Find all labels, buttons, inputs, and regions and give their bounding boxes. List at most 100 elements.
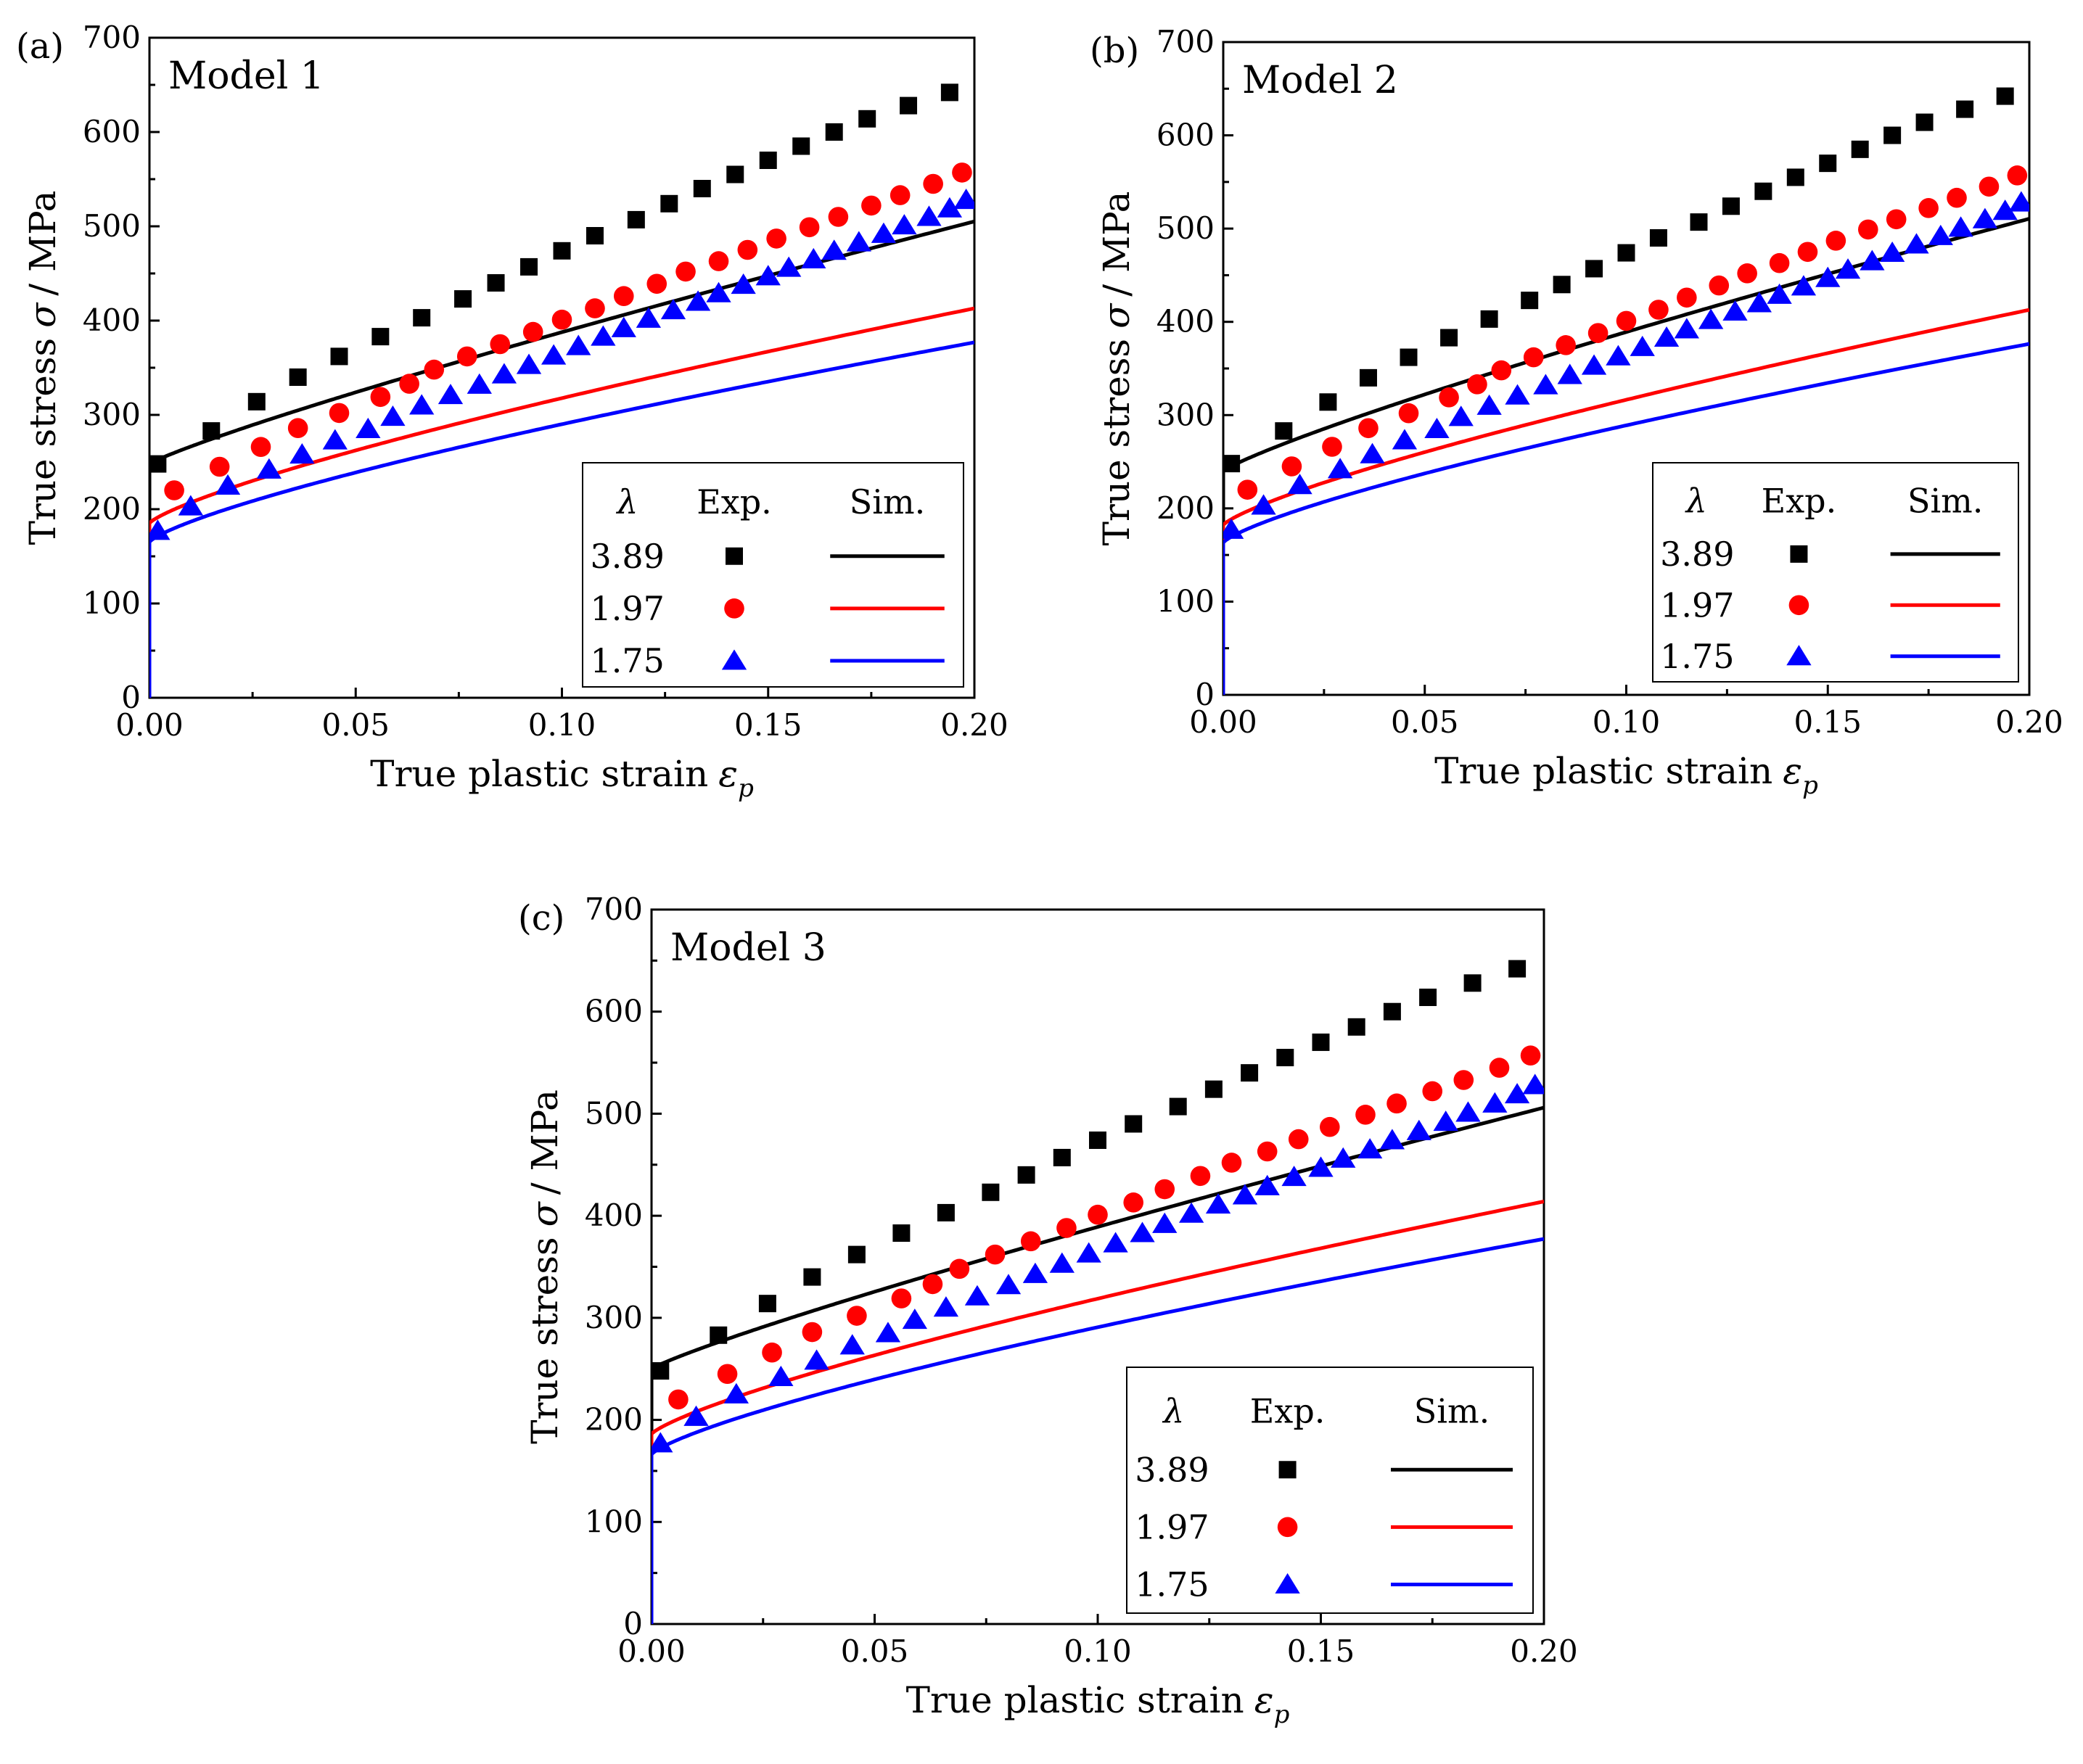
marker-square <box>1480 310 1498 328</box>
legend-box <box>1126 1367 1534 1614</box>
marker-circle <box>766 228 786 249</box>
x-axis-title-text: True plastic strain <box>1434 750 1772 792</box>
marker-square <box>1690 213 1708 231</box>
marker-square <box>759 152 777 169</box>
marker-circle <box>164 480 184 500</box>
y-tick-label: 200 <box>83 491 141 527</box>
marker-circle <box>891 1288 912 1308</box>
marker-triangle <box>1152 1212 1178 1233</box>
marker-square <box>1617 244 1635 262</box>
marker-circle <box>799 217 820 238</box>
y-axis-title-text: True stress <box>22 338 64 545</box>
x-tick-label: 0.00 <box>1189 704 1257 740</box>
x-tick-label: 0.05 <box>1391 704 1459 740</box>
marker-square <box>847 1245 866 1264</box>
marker-circle <box>1918 198 1939 218</box>
marker-triangle <box>1406 1119 1431 1140</box>
y-tick-label: 0 <box>121 680 141 715</box>
marker-triangle <box>516 353 542 374</box>
marker-triangle <box>1972 207 1998 228</box>
marker-square <box>900 96 918 115</box>
marker-triangle <box>289 443 315 464</box>
plot-area <box>652 960 1544 1624</box>
chart-panel-a: 0 100 200 300 400 500 600 700 0.00 0.05 0.10 0.15 0.… <box>16 20 1008 803</box>
marker-triangle <box>1357 1138 1383 1159</box>
y-tick-label: 300 <box>1156 397 1215 432</box>
marker-square <box>982 1183 1000 1201</box>
marker-triangle <box>871 222 897 243</box>
marker-circle <box>1737 263 1757 284</box>
marker-square <box>1956 100 1974 118</box>
marker-square <box>627 210 645 228</box>
marker-circle <box>1020 1231 1041 1252</box>
marker-square <box>660 194 678 213</box>
y-tick-label: 300 <box>585 1300 643 1335</box>
marker-circle <box>1648 300 1669 320</box>
marker-triangle <box>591 325 616 346</box>
marker-square <box>858 110 876 128</box>
marker-circle <box>828 207 849 227</box>
marker-square <box>693 180 711 197</box>
marker-circle <box>1154 1179 1175 1200</box>
sim-curve <box>149 340 974 698</box>
y-tick-label: 600 <box>1156 118 1215 153</box>
x-tick-label: 0.05 <box>841 1633 909 1669</box>
y-axis-title-unit: / MPa <box>1096 191 1138 297</box>
legend-header-exp: Exp. <box>1250 1392 1326 1431</box>
marker-square <box>825 123 843 141</box>
legend-label: 1.75 <box>1135 1565 1209 1604</box>
x-axis-title-subscript: p <box>1274 1700 1290 1729</box>
legend-header-lambda: λ <box>615 482 638 522</box>
marker-square <box>710 1326 728 1344</box>
panel-label: (c) <box>518 898 564 939</box>
legend-header-lambda: λ <box>1162 1392 1184 1431</box>
x-tick-label: 0.10 <box>1064 1633 1132 1669</box>
marker-triangle <box>491 363 517 384</box>
marker-triangle <box>1815 266 1841 287</box>
x-axis-title-symbol: ε <box>718 753 738 795</box>
y-tick-label: 100 <box>83 585 141 621</box>
y-tick-label: 700 <box>585 891 643 927</box>
x-tick-label: 0.20 <box>1995 704 2063 740</box>
marker-square <box>1275 422 1293 440</box>
marker-square <box>1553 276 1571 294</box>
legend-label: 3.89 <box>1660 535 1734 574</box>
y-tick-label: 200 <box>585 1402 643 1438</box>
y-tick-label: 400 <box>585 1198 643 1233</box>
marker-triangle <box>636 307 662 328</box>
marker-triangle <box>685 290 711 311</box>
y-tick-label: 700 <box>1156 24 1215 59</box>
legend-header-exp: Exp. <box>697 482 772 522</box>
marker-triangle <box>768 1365 794 1386</box>
marker-triangle <box>1879 241 1905 263</box>
x-axis-title-subscript: p <box>1802 771 1818 800</box>
marker-circle <box>1322 437 1342 457</box>
x-axis-title: True plastic strain εp <box>370 753 754 803</box>
marker-triangle <box>937 197 963 218</box>
marker-square <box>1463 974 1482 992</box>
marker-triangle <box>1433 1110 1458 1132</box>
marker-circle <box>985 1244 1006 1265</box>
marker-triangle <box>1130 1221 1155 1242</box>
panel-label: (a) <box>16 26 64 67</box>
marker-circle <box>923 173 943 194</box>
x-tick-label: 0.15 <box>1287 1633 1355 1669</box>
marker-circle <box>1257 1141 1278 1162</box>
legend-header-sim: Sim. <box>1907 481 1983 520</box>
y-tick-label: 0 <box>623 1606 643 1641</box>
marker-triangle <box>409 394 435 415</box>
y-axis-title: True stress σ / MPa <box>524 1089 566 1444</box>
marker-square <box>1722 197 1740 215</box>
marker-square <box>940 83 958 102</box>
marker-circle <box>646 273 667 294</box>
series-1.75 <box>1223 191 2029 695</box>
marker-triangle <box>566 334 591 355</box>
plot-area <box>149 83 974 698</box>
marker-circle <box>1979 176 2000 197</box>
marker-triangle <box>611 316 636 337</box>
marker-circle <box>1858 219 1878 240</box>
marker-circle <box>1523 347 1544 368</box>
marker-square <box>1276 1049 1294 1067</box>
marker-triangle <box>1722 300 1748 321</box>
marker-triangle <box>380 405 406 426</box>
